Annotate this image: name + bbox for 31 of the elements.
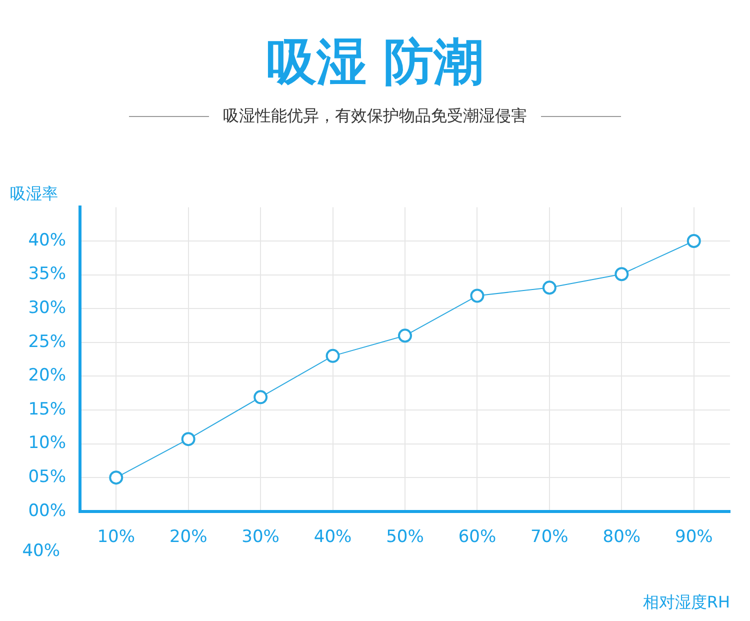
chart-title: 吸湿 防潮 [265, 32, 485, 93]
point [686, 234, 701, 248]
y-tick-label: 15% [28, 399, 66, 420]
x-tick-label: 20% [169, 527, 208, 548]
point [109, 470, 124, 485]
x-tick-label: 50% [386, 527, 424, 548]
y-tick-label: 20% [28, 366, 66, 386]
point [398, 328, 412, 343]
point [470, 288, 484, 303]
y-tick-label: 25% [28, 332, 66, 352]
chart-subtitle: 吸湿性能优异，有效保护物品免受潮湿侵害 [223, 106, 527, 127]
point [326, 348, 340, 363]
x-tick-label: 60% [458, 527, 496, 548]
point [542, 280, 556, 295]
x-tick-label: 80% [602, 527, 641, 548]
point [181, 432, 196, 446]
y-axis-title: 吸湿率 [10, 184, 58, 204]
x-tick-label: 30% [242, 527, 280, 548]
y-tick-label: 05% [28, 467, 66, 488]
x-tick-label: 10% [97, 527, 136, 548]
x-axis-title: 相对湿度RH [642, 592, 730, 612]
y-tick-label: 40% [28, 230, 66, 250]
y-tick-label: 30% [28, 298, 66, 318]
x-tick-label: 90% [674, 527, 713, 548]
y-tick-label: 00% [28, 500, 66, 521]
y-tick-label: 10% [28, 433, 66, 454]
x-tick-label: 40% [314, 527, 352, 548]
point [614, 267, 629, 282]
point [254, 390, 268, 404]
x-tick-label: 70% [530, 527, 568, 548]
y-tick-label: 35% [28, 264, 66, 284]
